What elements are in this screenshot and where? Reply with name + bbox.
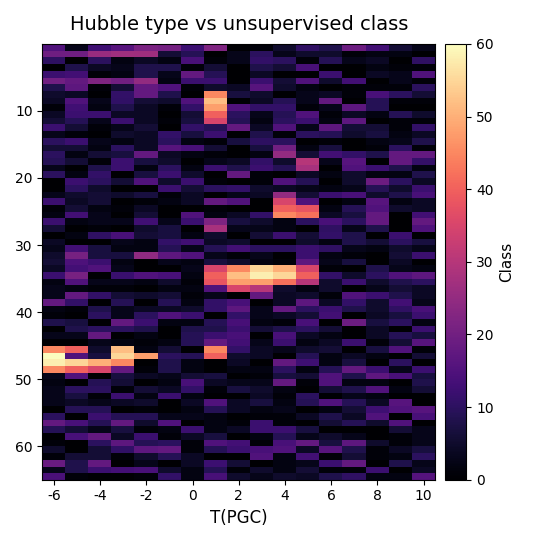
X-axis label: T(PGC): T(PGC) (210, 509, 267, 527)
Title: Hubble type vs unsupervised class: Hubble type vs unsupervised class (70, 15, 408, 34)
Y-axis label: Class: Class (499, 242, 514, 282)
